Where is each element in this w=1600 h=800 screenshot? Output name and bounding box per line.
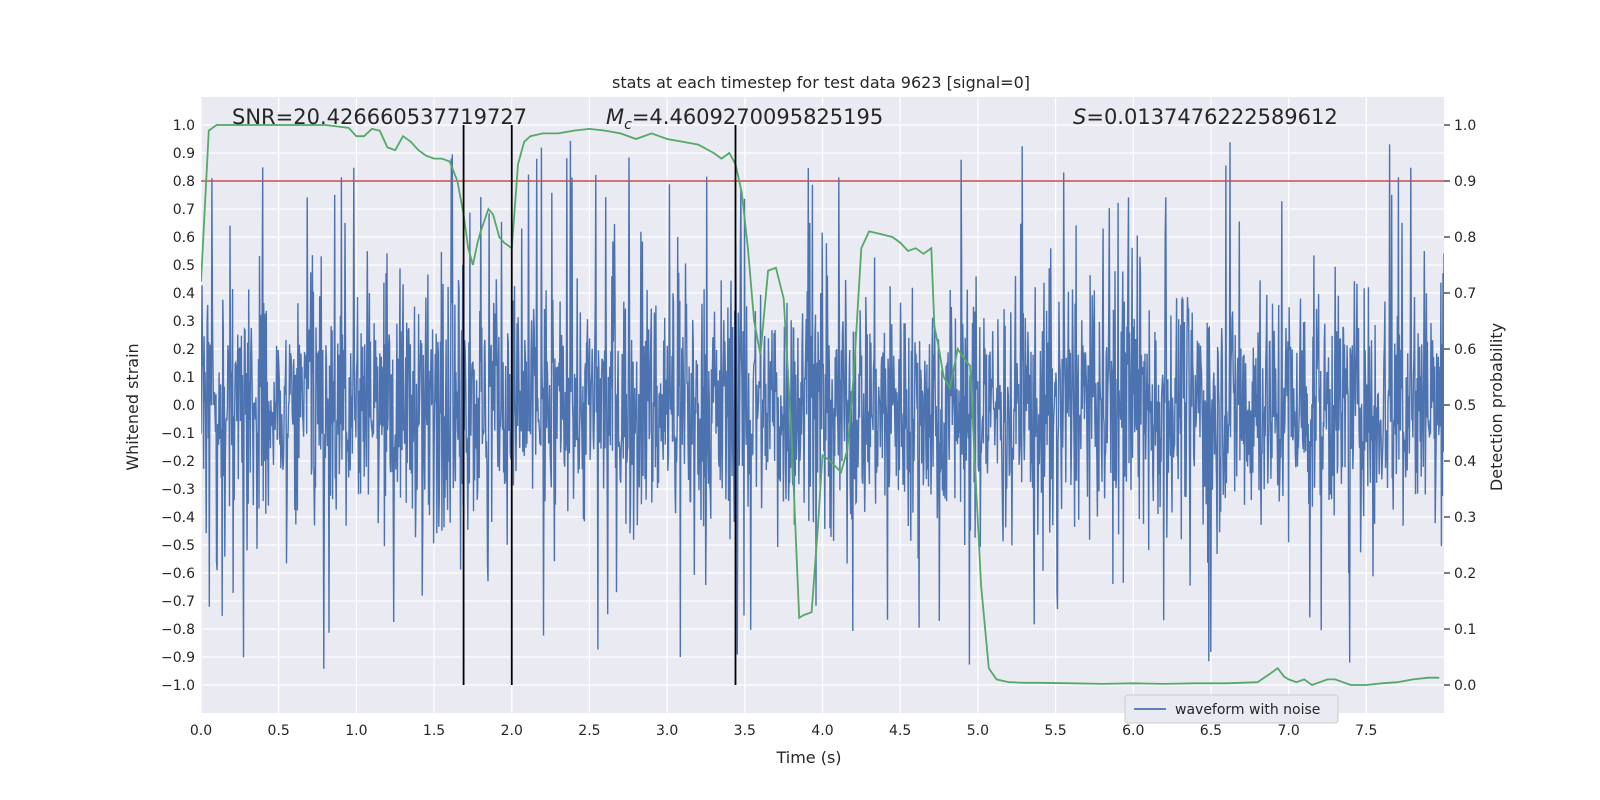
y2-tick-label: 0.9 [1454, 174, 1476, 190]
x-tick-label: 1.5 [423, 723, 445, 739]
x-tick-label: 6.5 [1200, 723, 1222, 739]
y-tick-label: −0.2 [161, 454, 195, 470]
y2-tick-label: 0.1 [1454, 622, 1476, 638]
y2-tick-label: 0.0 [1454, 678, 1476, 694]
probability-series [201, 124, 1440, 687]
y2-tick-label: 0.3 [1454, 510, 1476, 526]
x-tick-label: 3.0 [656, 723, 678, 739]
x-tick-label: 0.0 [190, 723, 212, 739]
x-tick-label: 2.5 [578, 723, 600, 739]
y-tick-label: −0.5 [161, 538, 195, 554]
y2-tick-label: 0.8 [1454, 230, 1476, 246]
mc-annotation: Mc=4.4609270095825195 [606, 105, 883, 133]
y-tick-label: −0.1 [161, 426, 195, 442]
vertical-lines [462, 125, 737, 685]
legend-label-waveform: waveform with noise [1175, 702, 1320, 718]
x-tick-label: 1.0 [345, 723, 367, 739]
y-tick-label: −1.0 [161, 678, 195, 694]
y-tick-label: −0.7 [161, 594, 195, 610]
y-tick-label: 0.9 [173, 146, 195, 162]
y-tick-label: −0.6 [161, 566, 195, 582]
y2-tick-label: 0.6 [1454, 342, 1476, 358]
snr-annotation: SNR=20.426660537719727 [232, 105, 527, 129]
y-axis-ticks: 1.0 0.9 0.8 0.7 0.6 0.5 0.4 0.3 0.2 0.1 0.0 −0.1 −0.… [161, 118, 195, 694]
y-tick-label: 0.2 [173, 342, 195, 358]
x-tick-label: 2.0 [501, 723, 523, 739]
y-tick-label: 1.0 [173, 118, 195, 134]
y2-tick-label: 0.2 [1454, 566, 1476, 582]
legend-box [1124, 694, 1339, 724]
x-tick-label: 5.0 [967, 723, 989, 739]
s-value: =0.0137476222589612 [1086, 105, 1337, 129]
waveform-line [201, 140, 1444, 669]
x-tick-label: 7.0 [1277, 723, 1299, 739]
mc-subscript: c [624, 117, 632, 133]
y2-tick-label: 0.5 [1454, 398, 1476, 414]
y-tick-label: 0.0 [173, 398, 195, 414]
x-tick-label: 5.5 [1044, 723, 1066, 739]
s-symbol: S [1073, 105, 1086, 129]
x-tick-label: 0.5 [268, 723, 290, 739]
x-axis-label: Time (s) [775, 748, 841, 767]
x-tick-label: 4.0 [811, 723, 833, 739]
y-tick-label: −0.8 [161, 622, 195, 638]
mc-value: =4.4609270095825195 [632, 105, 883, 129]
probability-line [201, 124, 1440, 687]
y-tick-label: −0.4 [161, 510, 195, 526]
y2-tick-label: 1.0 [1454, 118, 1476, 134]
s-annotation: S=0.0137476222589612 [1073, 105, 1338, 129]
waveform-series [201, 140, 1444, 669]
x-tick-label: 3.5 [734, 723, 756, 739]
x-tick-label: 6.0 [1122, 723, 1144, 739]
chart-title: stats at each timestep for test data 962… [612, 73, 1030, 92]
y2-tick-label: 0.4 [1454, 454, 1476, 470]
mc-symbol: M [606, 105, 624, 129]
y-tick-label: 0.4 [173, 286, 195, 302]
y-tick-label: −0.3 [161, 482, 195, 498]
y-tick-label: 0.6 [173, 230, 195, 246]
x-tick-label: 4.5 [889, 723, 911, 739]
x-tick-label: 7.5 [1355, 723, 1377, 739]
y-tick-label: 0.7 [173, 202, 195, 218]
y-tick-label: 0.1 [173, 370, 195, 386]
y-tick-label: −0.9 [161, 650, 195, 666]
y2-axis-ticks: 1.0 0.9 0.8 0.7 0.6 0.5 0.4 0.3 0.2 0.1 0.0 [1444, 118, 1476, 694]
y2-axis-label: Detection probability [1487, 323, 1506, 491]
y-tick-label: 0.5 [173, 258, 195, 274]
y-axis-label: Whitened strain [123, 343, 142, 470]
y2-tick-label: 0.7 [1454, 286, 1476, 302]
y-tick-label: 0.8 [173, 174, 195, 190]
x-axis-ticks: 0.0 0.5 1.0 1.5 2.0 2.5 3.0 3.5 4.0 4.5 5.0 5.5 6.0 6… [190, 723, 1378, 739]
y-tick-label: 0.3 [173, 314, 195, 330]
legend: waveform with noise [1124, 694, 1339, 724]
